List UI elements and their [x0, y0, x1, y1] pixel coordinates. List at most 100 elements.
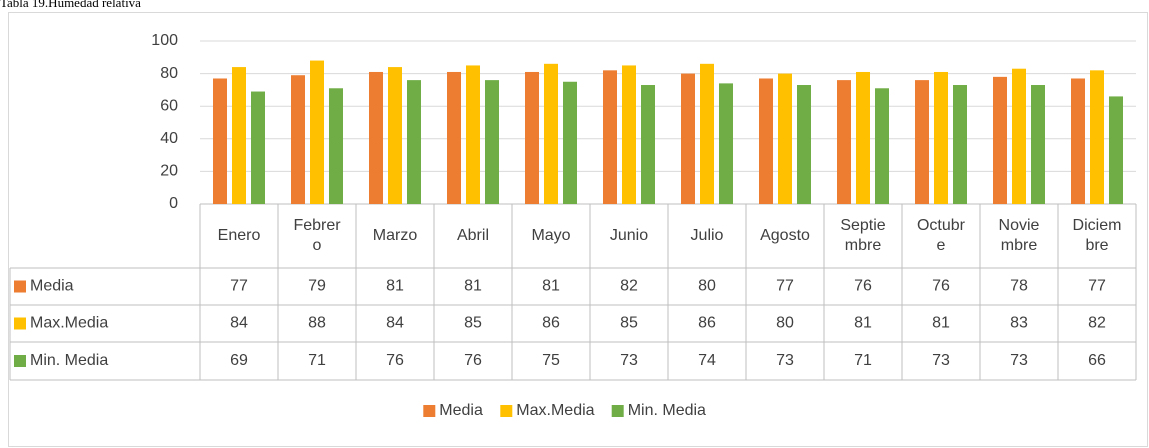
x-tick-label: Julio — [668, 204, 746, 268]
category-text: Octubre — [916, 217, 965, 254]
bar — [953, 85, 967, 204]
table-value: 82 — [1088, 315, 1106, 332]
x-tick-label: Noviembre — [980, 204, 1058, 268]
table-value: 71 — [308, 352, 326, 369]
table-row-label: Min. Media — [30, 352, 108, 369]
bar — [837, 80, 851, 204]
bar — [544, 63, 558, 204]
bar — [856, 71, 870, 204]
bar — [875, 88, 889, 204]
legend-label: Min. Media — [628, 402, 706, 419]
table-row-label: Max.Media — [30, 315, 108, 332]
y-tick-label: 0 — [169, 195, 178, 212]
table-value: 73 — [776, 352, 794, 369]
bar — [915, 80, 929, 204]
bar — [1109, 96, 1123, 204]
bar — [934, 71, 948, 204]
table-value: 75 — [542, 352, 560, 369]
bar — [369, 71, 383, 204]
category-text: Agosto — [760, 227, 810, 244]
x-tick-label: Mayo — [512, 204, 590, 268]
table-value: 74 — [698, 352, 716, 369]
table-value: 73 — [1010, 352, 1028, 369]
table-value: 82 — [620, 278, 638, 295]
bar — [1012, 68, 1026, 205]
legend-label: Max.Media — [516, 402, 594, 419]
table-value: 77 — [230, 278, 248, 295]
table-value: 73 — [620, 352, 638, 369]
y-tick-label: 40 — [160, 130, 178, 147]
table-value: 80 — [698, 278, 716, 295]
bar — [563, 81, 577, 204]
bar — [310, 60, 324, 205]
category-text: Mayo — [531, 227, 571, 244]
bar — [447, 71, 461, 204]
table-value: 71 — [854, 352, 872, 369]
bar — [622, 65, 636, 204]
bar — [232, 67, 246, 204]
table-value: 78 — [1010, 278, 1028, 295]
table-legend-key — [14, 280, 26, 293]
bar — [759, 78, 773, 204]
table-value: 84 — [386, 315, 404, 332]
bar — [291, 75, 305, 204]
legend-key — [423, 405, 436, 417]
category-text: Noviembre — [998, 217, 1040, 254]
table-value: 76 — [464, 352, 482, 369]
bar — [778, 73, 792, 204]
category-text: Abril — [456, 227, 489, 244]
legend-label: Media — [439, 402, 483, 419]
bar — [485, 80, 499, 204]
table-value: 85 — [464, 315, 482, 332]
table-value: 86 — [542, 315, 560, 332]
category-text: Febrero — [293, 217, 341, 254]
bar — [641, 85, 655, 204]
table-value: 88 — [308, 315, 326, 332]
table-value: 66 — [1088, 352, 1106, 369]
x-tick-label: Febrero — [278, 204, 356, 268]
bar — [719, 83, 733, 204]
bar — [681, 73, 695, 204]
table-value: 76 — [854, 278, 872, 295]
y-tick-label: 100 — [151, 32, 178, 49]
bar — [407, 80, 421, 204]
table-legend-key — [14, 355, 26, 367]
y-tick-label: 60 — [160, 97, 178, 114]
table-value: 81 — [386, 278, 404, 295]
x-tick-label: Diciembre — [1058, 204, 1136, 268]
x-tick-label: Agosto — [746, 204, 824, 268]
category-text: Diciembre — [1072, 217, 1122, 254]
table-value: 81 — [464, 278, 482, 295]
chart-title: Tabla 19.Humedad relativa — [0, 0, 141, 10]
x-tick-label: Marzo — [356, 204, 434, 268]
bar — [1071, 78, 1085, 204]
table-value: 79 — [308, 278, 326, 295]
bar — [388, 67, 402, 204]
bar — [1090, 70, 1104, 204]
table-value: 77 — [1088, 278, 1106, 295]
table-legend-key — [14, 317, 26, 330]
x-tick-label: Abril — [434, 204, 512, 268]
bar — [466, 65, 480, 204]
table-value: 73 — [932, 352, 950, 369]
y-tick-label: 20 — [160, 163, 178, 180]
table-value: 85 — [620, 315, 638, 332]
table-value: 76 — [932, 278, 950, 295]
y-tick-label: 80 — [160, 65, 178, 82]
table-value: 80 — [776, 315, 794, 332]
bar — [213, 78, 227, 204]
table-value: 81 — [932, 315, 950, 332]
bar — [993, 76, 1007, 204]
bar — [700, 63, 714, 204]
category-text: Enero — [217, 227, 261, 244]
table-row-label: Media — [30, 278, 74, 295]
x-tick-label: Octubre — [902, 204, 980, 268]
table-value: 76 — [386, 352, 404, 369]
bar — [1031, 85, 1045, 204]
bar — [525, 71, 539, 204]
bar — [329, 88, 343, 204]
bar — [797, 85, 811, 204]
category-text: Junio — [609, 227, 649, 244]
category-text: Julio — [690, 227, 724, 244]
